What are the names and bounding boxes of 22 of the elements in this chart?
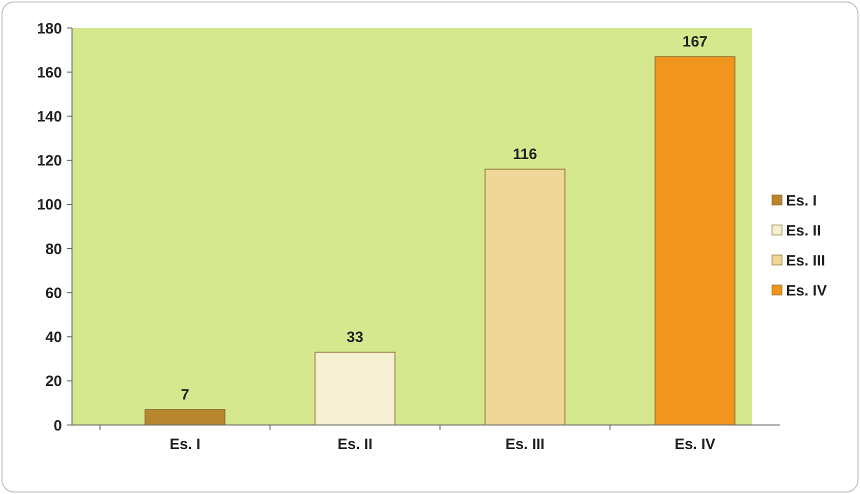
data-label: 7 — [180, 386, 190, 404]
y-tick-label: 80 — [45, 240, 62, 258]
legend-label: Es. IV — [786, 282, 827, 300]
y-tick-label: 140 — [36, 108, 62, 126]
x-tick-label: Es. IV — [674, 436, 716, 453]
legend-label: Es. III — [786, 252, 826, 270]
x-tick-label: Es. I — [170, 436, 200, 453]
y-tick-label: 0 — [54, 417, 62, 434]
x-tick-label: Es. II — [337, 436, 373, 453]
legend-label: Es. II — [786, 222, 822, 240]
y-tick-label: 40 — [45, 329, 62, 346]
y-tick-label: 120 — [36, 152, 62, 170]
y-tick-label: 180 — [36, 20, 62, 38]
y-tick-label: 20 — [45, 373, 62, 390]
data-label: 167 — [682, 34, 708, 51]
y-tick-label: 160 — [36, 64, 62, 82]
y-tick-label: 60 — [45, 284, 62, 302]
data-label: 33 — [346, 329, 364, 346]
data-label: 116 — [512, 146, 538, 164]
y-tick-label: 100 — [36, 196, 62, 214]
legend-label: Es. I — [786, 192, 817, 210]
x-tick-label: Es. III — [505, 436, 545, 453]
